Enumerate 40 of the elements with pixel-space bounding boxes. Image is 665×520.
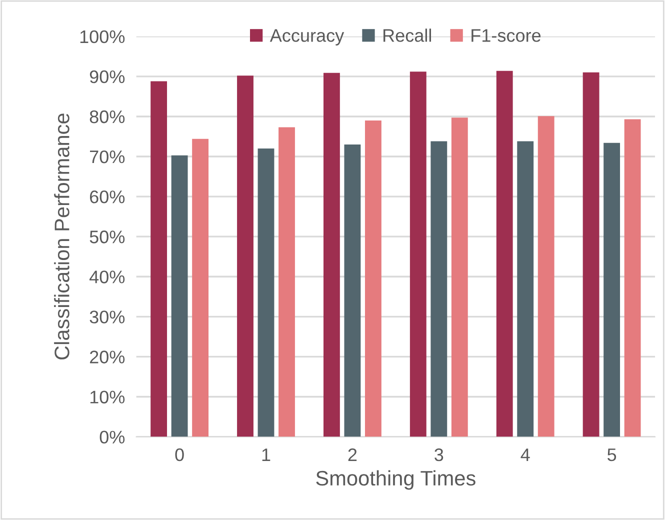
bar bbox=[451, 118, 468, 437]
bar bbox=[582, 72, 600, 437]
bar bbox=[237, 76, 254, 437]
bar bbox=[517, 141, 534, 437]
bar bbox=[258, 148, 274, 437]
legend-label: Accuracy bbox=[270, 29, 344, 46]
bar bbox=[430, 141, 448, 437]
bar bbox=[344, 144, 361, 437]
bar bbox=[624, 119, 641, 437]
bar bbox=[604, 142, 620, 437]
y-tick-label: 50% bbox=[90, 230, 125, 244]
y-tick-label: 0% bbox=[100, 430, 125, 444]
y-tick-label: 80% bbox=[90, 110, 125, 124]
y-tick-label: 70% bbox=[90, 150, 125, 164]
y-tick-label: 30% bbox=[90, 310, 125, 324]
x-tick-label: 2 bbox=[348, 448, 357, 461]
bar bbox=[410, 72, 426, 437]
x-tick-label: 1 bbox=[262, 448, 270, 461]
x-tick-label: 4 bbox=[520, 448, 530, 461]
x-axis-title: Smoothing Times bbox=[316, 470, 476, 490]
bar bbox=[496, 70, 513, 437]
y-tick-label: 100% bbox=[80, 30, 125, 44]
y-tick-label: 90% bbox=[90, 70, 125, 84]
bar bbox=[278, 127, 295, 437]
bar bbox=[538, 116, 554, 437]
bar bbox=[323, 72, 340, 437]
bar bbox=[364, 120, 382, 437]
bar bbox=[150, 81, 168, 437]
y-axis-title: Classification Performance bbox=[54, 114, 70, 360]
legend-label: Recall bbox=[384, 28, 431, 42]
bar bbox=[171, 155, 188, 437]
y-tick-label: 20% bbox=[90, 350, 125, 364]
bar bbox=[192, 138, 209, 437]
legend-label: F1-score bbox=[472, 29, 541, 42]
x-tick-label: 5 bbox=[608, 448, 616, 462]
y-tick-label: 10% bbox=[90, 390, 125, 404]
y-tick-label: 60% bbox=[90, 190, 125, 204]
x-tick-label: 3 bbox=[434, 448, 444, 462]
y-tick-label: 40% bbox=[89, 270, 125, 284]
x-tick-label: 0 bbox=[175, 448, 184, 462]
